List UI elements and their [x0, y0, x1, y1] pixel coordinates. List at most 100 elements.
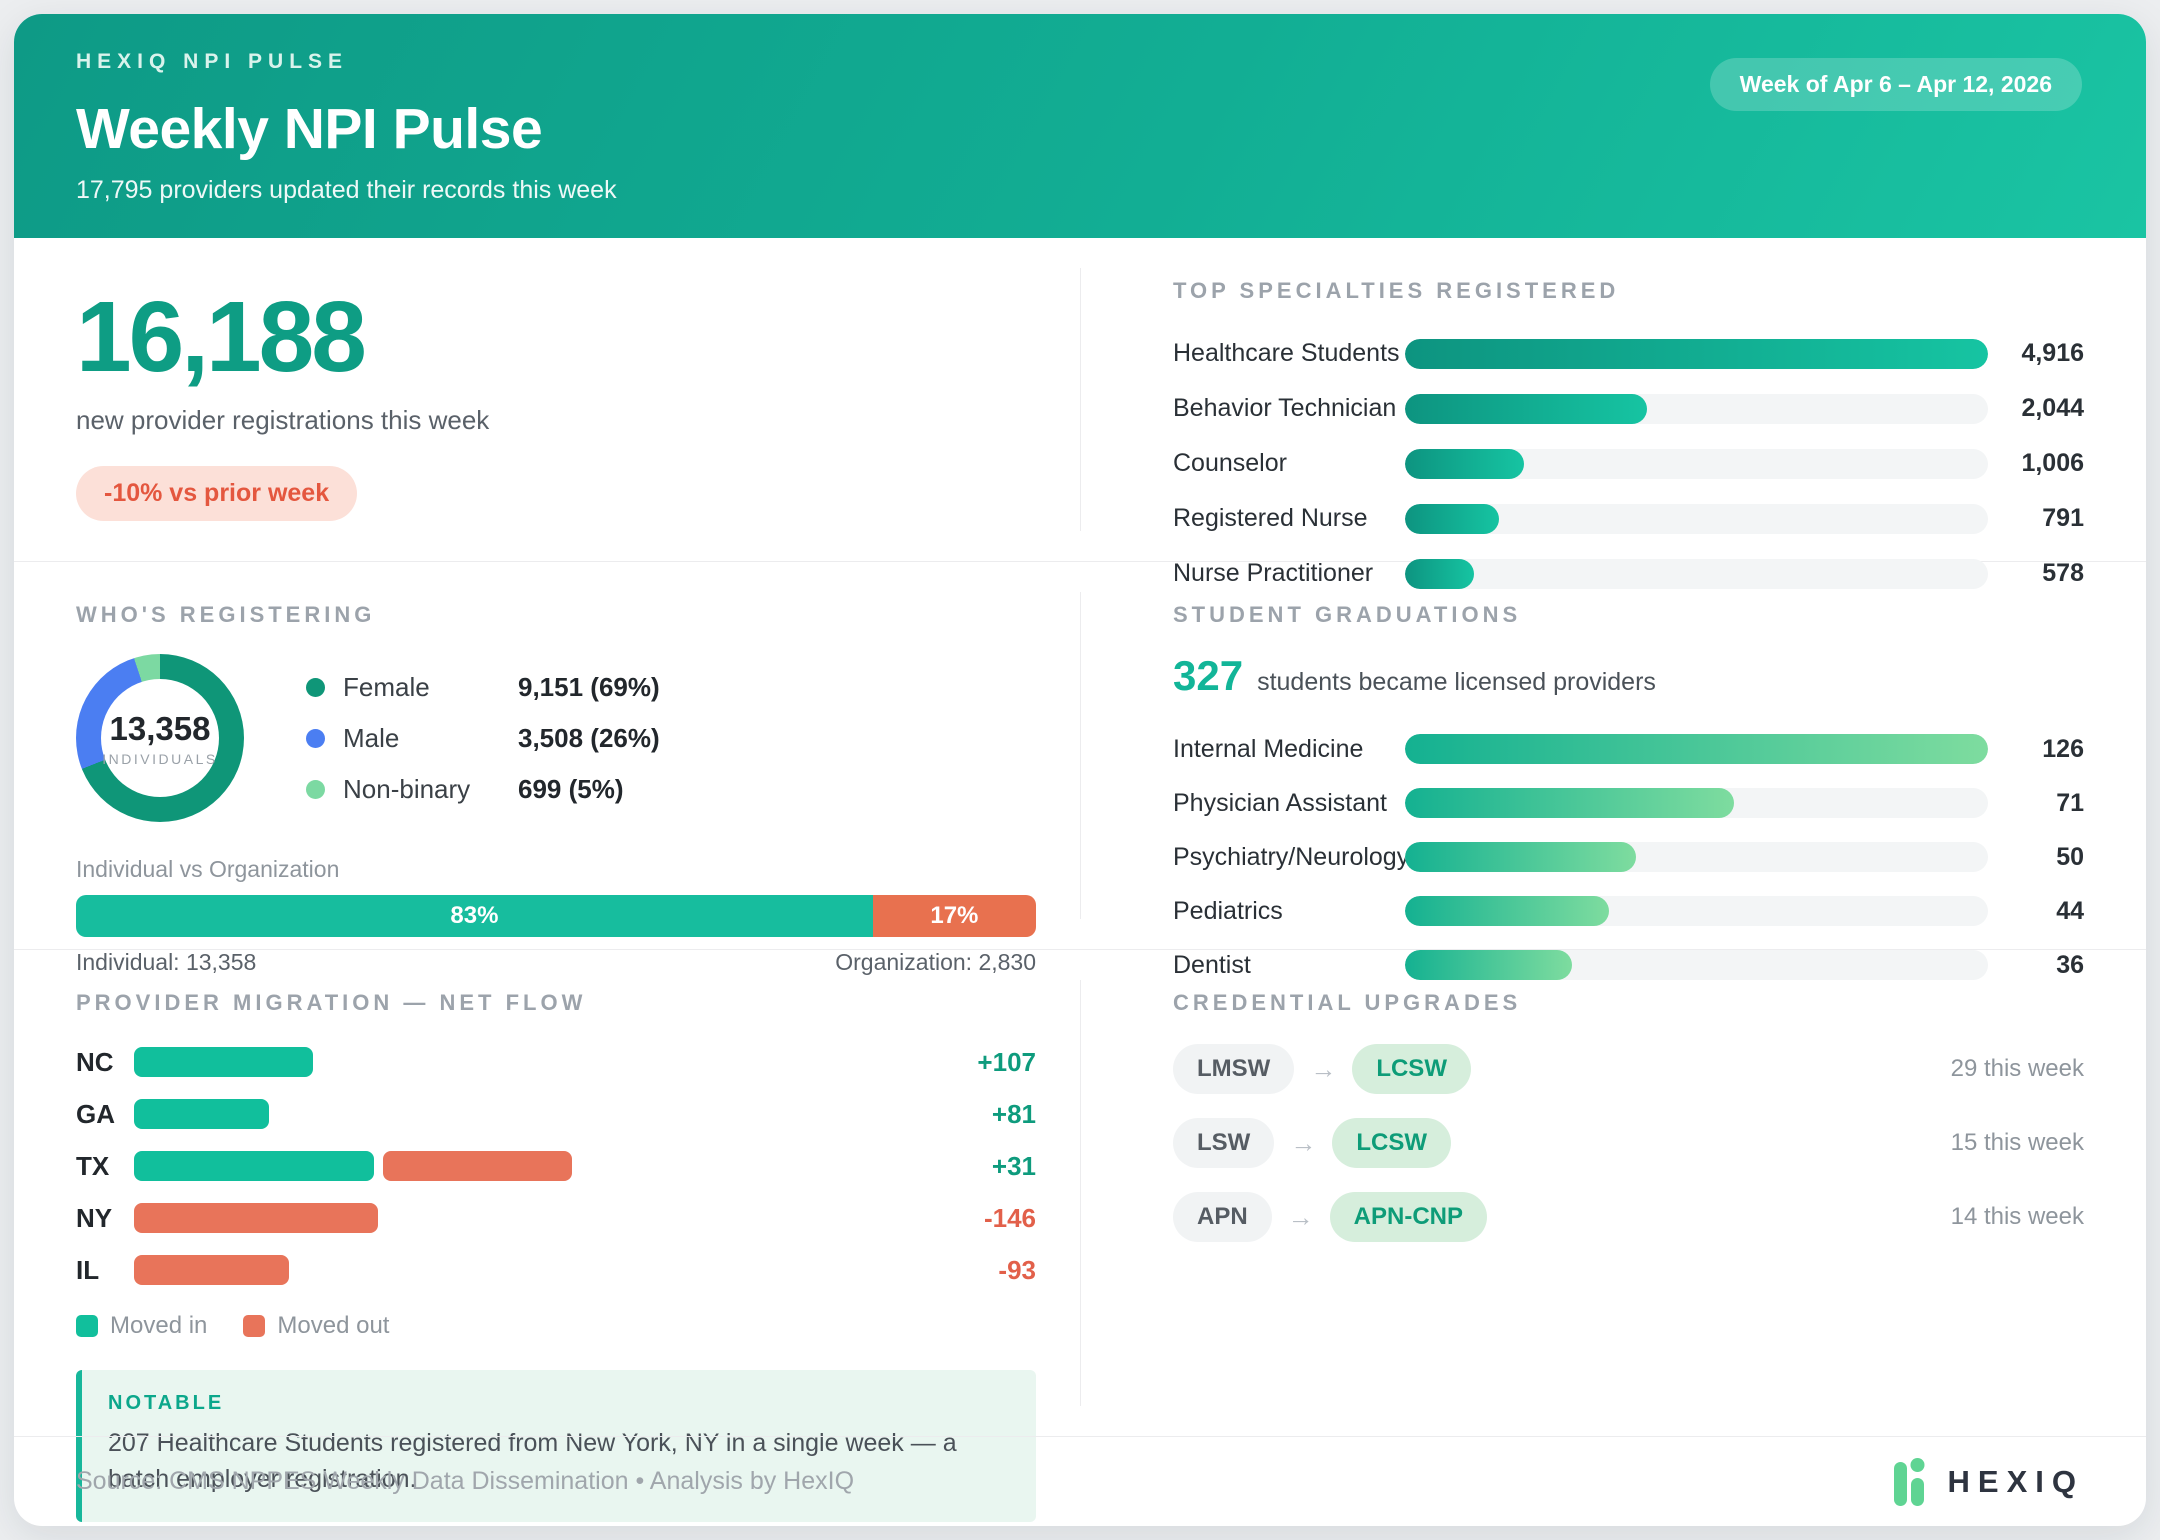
indorg-individual-caption: Individual: 13,358 — [76, 949, 257, 975]
bar-track — [1405, 448, 1988, 479]
moved-out-bar — [134, 1203, 378, 1233]
bar-value: 2,044 — [2021, 394, 2084, 422]
graduations-bar-chart: Internal Medicine 126 Physician Assistan… — [1173, 722, 2084, 992]
section-title-credentials: CREDENTIAL UPGRADES — [1173, 990, 1522, 1015]
bar-label: Pediatrics — [1173, 896, 1283, 925]
bar-fill — [1405, 950, 1572, 980]
header: HEXIQ NPI PULSE Week of Apr 6 – Apr 12, … — [14, 14, 2146, 238]
migration-row: GA +81 — [76, 1088, 1036, 1140]
migration-row: NY -146 — [76, 1192, 1036, 1244]
legend-value: 699 (5%) — [518, 773, 624, 804]
credential-count: 29 this week — [1950, 1055, 2084, 1082]
state-label: TX — [76, 1150, 110, 1181]
gender-donut-chart: 13,358 INDIVIDUALS — [76, 654, 244, 822]
report-card: HEXIQ NPI PULSE Week of Apr 6 – Apr 12, … — [14, 14, 2146, 1526]
bar-row: Psychiatry/Neurology 50 — [1173, 830, 2084, 884]
arrow-right-icon: → — [1290, 1127, 1317, 1158]
credentials-panel: CREDENTIAL UPGRADES LMSW → LCSW 29 this … — [1081, 950, 2146, 1436]
moved-in-bar — [134, 1151, 375, 1181]
notable-callout: NOTABLE 207 Healthcare Students register… — [76, 1370, 1036, 1522]
bar-fill — [1405, 338, 1988, 369]
hexiq-logo: HEXIQ — [1888, 1454, 2084, 1510]
vertical-divider — [1080, 268, 1081, 531]
whos-registering-panel: WHO'S REGISTERING 13,358 INDIVIDUALS Fem… — [14, 562, 1080, 975]
bar-fill — [1405, 734, 1988, 764]
bar-row: Registered Nurse 791 — [1173, 491, 2084, 546]
bar-value: 44 — [2056, 896, 2084, 925]
brand-eyebrow: HEXIQ NPI PULSE — [76, 50, 349, 73]
credential-upgrades-list: LMSW → LCSW 29 this week LSW → LCSW 15 t… — [1173, 1044, 2084, 1242]
bar-value: 578 — [2042, 559, 2084, 587]
legend-item: Female 9,151 (69%) — [306, 672, 660, 703]
notable-title: NOTABLE — [108, 1392, 225, 1414]
page-title: Weekly NPI Pulse — [76, 97, 543, 161]
bar-value: 1,006 — [2021, 449, 2084, 477]
bar-fill — [1405, 788, 1734, 818]
footer: Source: CMS NPPES Weekly Data Disseminat… — [14, 1436, 2146, 1526]
notable-text: 207 Healthcare Students registered from … — [108, 1429, 957, 1494]
week-range-pill: Week of Apr 6 – Apr 12, 2026 — [1709, 58, 2082, 111]
bar-fill — [1405, 448, 1525, 479]
credential-row: LMSW → LCSW 29 this week — [1173, 1044, 2084, 1094]
new-registrations-panel: 16,188 new provider registrations this w… — [14, 238, 1080, 561]
bar-row: Behavior Technician 2,044 — [1173, 381, 2084, 436]
credential-row: APN → APN-CNP 14 this week — [1173, 1192, 2084, 1242]
section-title-migration: PROVIDER MIGRATION — NET FLOW — [76, 990, 587, 1015]
source-attribution: Source: CMS NPPES Weekly Data Disseminat… — [76, 1467, 855, 1495]
graduations-panel: STUDENT GRADUATIONS 327 students became … — [1081, 562, 2146, 980]
bar-row: Internal Medicine 126 — [1173, 722, 2084, 776]
new-registrations-caption: new provider registrations this week — [76, 405, 490, 435]
migration-row: IL -93 — [76, 1244, 1036, 1296]
moved-out-legend-swatch — [243, 1315, 266, 1337]
legend-value: 9,151 (69%) — [518, 671, 660, 702]
moved-in-legend-swatch — [76, 1315, 98, 1337]
net-flow-value: +107 — [977, 1046, 1036, 1077]
credential-from-pill: APN — [1173, 1192, 1272, 1242]
migration-legend: Moved in Moved out — [76, 1312, 1036, 1340]
credential-row: LSW → LCSW 15 this week — [1173, 1118, 2084, 1168]
bar-row: Counselor 1,006 — [1173, 436, 2084, 491]
bar-track — [1405, 896, 1988, 926]
net-flow-value: -93 — [998, 1254, 1036, 1285]
page-subtitle: 17,795 providers updated their records t… — [76, 176, 617, 204]
legend-label: Male — [343, 722, 400, 753]
bar-label: Behavior Technician — [1173, 394, 1397, 422]
bar-label: Physician Assistant — [1173, 788, 1387, 817]
credential-to-pill: LCSW — [1332, 1118, 1451, 1168]
legend-dot-nonbinary — [306, 779, 325, 799]
net-flow-value: +81 — [991, 1098, 1036, 1129]
legend-dot-female — [306, 677, 325, 697]
bar-fill — [1405, 503, 1499, 534]
donut-total-label: INDIVIDUALS — [102, 750, 218, 767]
legend-value: 3,508 (26%) — [518, 722, 660, 753]
state-label: NC — [76, 1046, 114, 1077]
bar-row: Healthcare Students 4,916 — [1173, 326, 2084, 381]
donut-total: 13,358 — [109, 709, 211, 747]
migration-row: NC +107 — [76, 1036, 1036, 1088]
arrow-right-icon: → — [1287, 1201, 1314, 1232]
bar-value: 791 — [2042, 504, 2084, 532]
wow-change-badge: -10% vs prior week — [76, 466, 358, 521]
moved-out-legend-label: Moved out — [277, 1312, 390, 1339]
state-label: GA — [76, 1098, 115, 1129]
indorg-stacked-bar: 83% 17% — [76, 895, 1036, 937]
credential-from-pill: LSW — [1173, 1118, 1275, 1168]
moved-in-legend-label: Moved in — [110, 1312, 208, 1339]
state-label: NY — [76, 1202, 113, 1233]
row-middle: WHO'S REGISTERING 13,358 INDIVIDUALS Fem… — [14, 562, 2146, 980]
moved-out-bar — [383, 1151, 573, 1181]
legend-label: Non-binary — [343, 773, 471, 804]
bar-row: Nurse Practitioner 578 — [1173, 546, 2084, 601]
bar-label: Healthcare Students — [1173, 339, 1400, 367]
bar-track — [1405, 842, 1988, 872]
bar-value: 4,916 — [2021, 339, 2084, 367]
net-flow-value: -146 — [983, 1202, 1036, 1233]
credential-to-pill: LCSW — [1352, 1044, 1471, 1094]
section-title-specialties: TOP SPECIALTIES REGISTERED — [1173, 278, 1620, 303]
vertical-divider — [1080, 592, 1081, 919]
bar-label: Psychiatry/Neurology — [1173, 842, 1410, 871]
bar-label: Counselor — [1173, 449, 1287, 477]
net-flow-value: +31 — [991, 1150, 1036, 1181]
credential-to-pill: APN-CNP — [1329, 1192, 1488, 1242]
migration-row: TX +31 — [76, 1140, 1036, 1192]
